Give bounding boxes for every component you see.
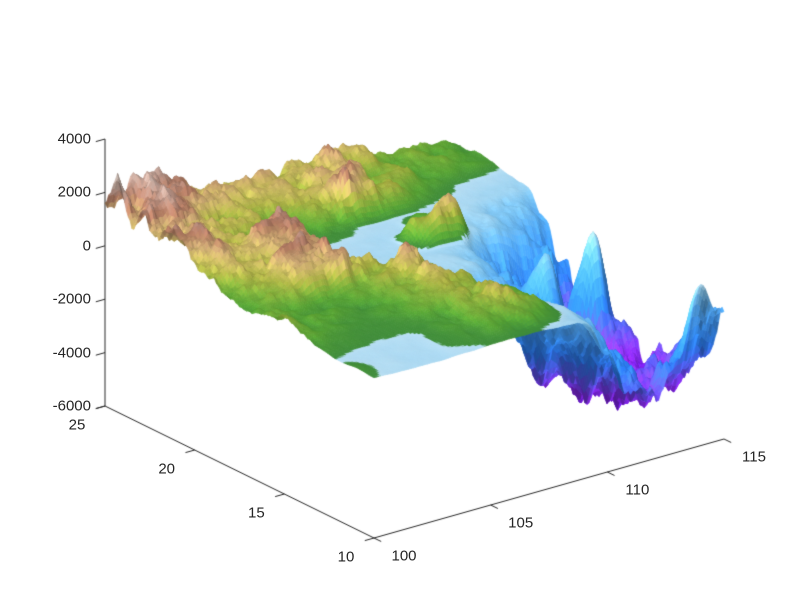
y-axis-tick-label: 25 [68, 416, 86, 434]
z-axis-tick-label: 2000 [57, 183, 91, 201]
z-axis-tick-label: -4000 [52, 344, 91, 362]
y-axis-tick-label: 10 [337, 548, 355, 566]
x-axis-tick-label: 105 [508, 514, 534, 532]
x-axis-tick-label: 100 [391, 547, 417, 565]
z-axis-tick-label: -2000 [52, 290, 91, 308]
x-axis-tick-label: 110 [625, 481, 650, 499]
z-axis-tick-label: 0 [82, 237, 91, 255]
y-axis-tick-label: 20 [158, 460, 175, 478]
y-axis-tick-label: 15 [247, 504, 265, 522]
z-axis-tick-label: -6000 [52, 397, 91, 415]
x-axis-tick-label: 115 [742, 448, 766, 466]
z-axis-tick-label: 4000 [57, 130, 91, 148]
